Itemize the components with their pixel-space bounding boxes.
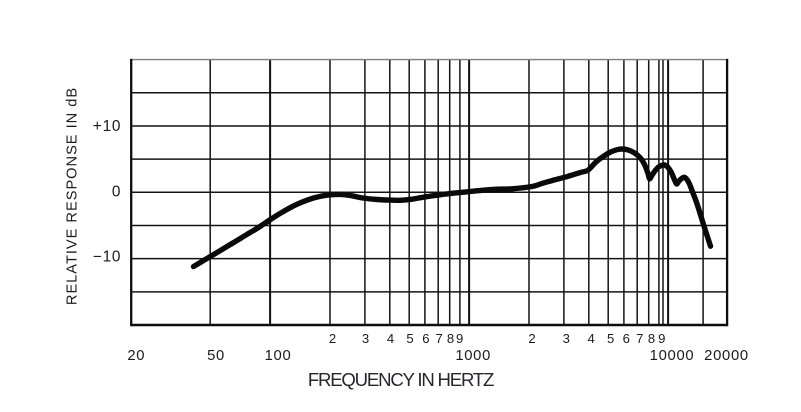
svg-text:2: 2 xyxy=(329,331,336,346)
svg-text:4: 4 xyxy=(387,331,394,346)
svg-text:7: 7 xyxy=(436,331,443,346)
svg-text:8: 8 xyxy=(447,331,454,346)
svg-text:6: 6 xyxy=(623,331,630,346)
svg-text:7: 7 xyxy=(636,331,643,346)
svg-text:0: 0 xyxy=(112,183,121,200)
svg-text:6: 6 xyxy=(422,331,429,346)
svg-text:RELATIVE RESPONSE IN dB: RELATIVE RESPONSE IN dB xyxy=(65,87,81,305)
svg-text:8: 8 xyxy=(648,331,655,346)
svg-text:FREQUENCY IN HERTZ: FREQUENCY IN HERTZ xyxy=(308,369,494,390)
svg-text:9: 9 xyxy=(658,331,665,346)
svg-text:−10: −10 xyxy=(93,248,122,265)
svg-text:20000: 20000 xyxy=(704,348,749,364)
svg-text:9: 9 xyxy=(456,331,463,346)
svg-text:2: 2 xyxy=(528,331,535,346)
svg-text:10000: 10000 xyxy=(650,348,695,364)
svg-text:4: 4 xyxy=(588,331,595,346)
svg-text:+10: +10 xyxy=(93,118,122,135)
svg-text:3: 3 xyxy=(563,331,570,346)
svg-text:1000: 1000 xyxy=(455,348,491,364)
svg-text:50: 50 xyxy=(207,348,225,364)
svg-text:5: 5 xyxy=(406,331,413,346)
svg-text:5: 5 xyxy=(607,331,614,346)
svg-text:3: 3 xyxy=(362,331,369,346)
svg-text:100: 100 xyxy=(265,348,292,364)
svg-text:20: 20 xyxy=(127,348,145,364)
